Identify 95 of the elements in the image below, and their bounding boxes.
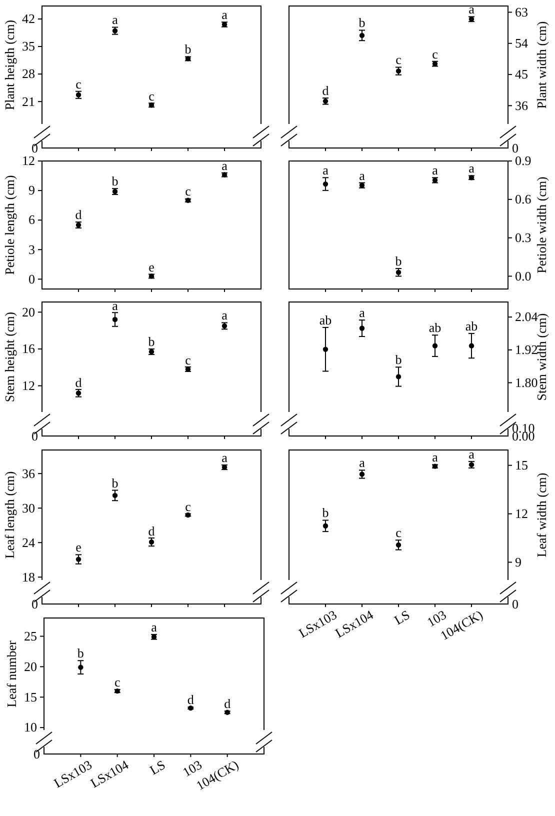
- annotation: b: [77, 646, 84, 661]
- y-tick-label: 20: [22, 304, 35, 320]
- y-tick-label: 12: [515, 506, 528, 521]
- annotation: d: [187, 692, 194, 708]
- y-tick-label: 45: [515, 66, 528, 82]
- y-tick-label: 2.04: [515, 309, 538, 324]
- y-tick-label: 9: [515, 554, 522, 570]
- annotation: ab: [465, 318, 478, 334]
- y-tick-label: 0.9: [515, 153, 532, 168]
- annotation: a: [359, 305, 366, 320]
- annotation: c: [185, 352, 192, 368]
- annotation: a: [151, 619, 158, 634]
- annotation: a: [359, 168, 366, 183]
- annotation: d: [148, 523, 156, 538]
- point: [78, 664, 84, 670]
- annotation: a: [468, 2, 475, 17]
- y-tick-label: 28: [22, 66, 35, 82]
- annotation: a: [432, 162, 438, 178]
- y-tick-label: 0.6: [515, 192, 532, 207]
- annotation: ab: [319, 312, 332, 328]
- y-axis-title: Stem height (cm): [2, 312, 17, 402]
- y-tick-label: 9: [28, 182, 35, 198]
- annotation: b: [395, 352, 402, 368]
- y-tick-label: 15: [515, 458, 528, 472]
- annotation: d: [75, 207, 82, 222]
- y-tick-label: 15: [24, 689, 37, 704]
- annotation: b: [148, 334, 155, 349]
- y-tick-label: 6: [28, 212, 36, 228]
- annotation: a: [222, 7, 228, 22]
- annotation: b: [358, 15, 366, 30]
- annotation: a: [432, 450, 438, 465]
- annotation: c: [396, 525, 402, 540]
- annotation: a: [112, 298, 118, 314]
- annotation: d: [224, 696, 232, 712]
- point: [322, 181, 328, 187]
- annotation: b: [395, 254, 402, 269]
- point: [322, 523, 328, 528]
- point: [359, 472, 365, 477]
- annotation: a: [468, 160, 475, 176]
- y-axis-title: Leaf width (cm): [534, 472, 549, 558]
- annotation: a: [222, 158, 228, 174]
- annotation: a: [359, 455, 366, 470]
- y-tick-label: 25: [24, 628, 37, 644]
- point: [396, 270, 402, 275]
- y-tick-label: 24: [22, 534, 36, 550]
- y-axis-title: Leaf length (cm): [2, 471, 17, 559]
- y-tick-label: 35: [22, 38, 35, 54]
- y-tick-label: 63: [515, 4, 528, 20]
- y-tick-label: 3: [28, 242, 35, 257]
- y-tick-label: 30: [22, 500, 35, 516]
- y-tick-label: 12: [22, 378, 35, 393]
- y-tick-label: 36: [22, 466, 36, 481]
- annotation: c: [76, 76, 82, 92]
- y-tick-label: 18: [22, 569, 35, 584]
- annotation: c: [432, 46, 438, 62]
- annotation: b: [322, 505, 329, 520]
- y-tick-label: 1.92: [515, 342, 538, 358]
- y-tick-label: 42: [22, 11, 35, 26]
- annotation: a: [112, 12, 118, 28]
- annotation: d: [75, 374, 82, 390]
- y-tick-label: 12: [22, 153, 35, 168]
- y-tick-label: 20: [24, 658, 37, 674]
- annotation: d: [322, 83, 330, 98]
- annotation: b: [112, 475, 118, 490]
- annotation: ab: [428, 320, 442, 336]
- y-tick-label: 1.80: [515, 374, 538, 390]
- annotation: a: [222, 450, 228, 465]
- annotation: b: [112, 174, 118, 189]
- y-tick-label: 0.0: [515, 268, 532, 284]
- x-tick-label: LS: [147, 756, 168, 778]
- y-tick-label: 10: [24, 720, 37, 735]
- annotation: e: [76, 540, 82, 555]
- annotation: b: [184, 42, 192, 57]
- annotation: c: [396, 52, 402, 68]
- y-tick-label: 21: [22, 94, 35, 109]
- annotation: a: [322, 162, 329, 178]
- annotation: c: [185, 184, 192, 199]
- y-tick-label: 54: [515, 36, 528, 51]
- annotation: a: [468, 446, 475, 462]
- y-axis-title: Petiole length (cm): [2, 175, 17, 275]
- annotation: c: [148, 88, 155, 104]
- annotation: c: [185, 498, 192, 514]
- y-tick-label: 0.3: [515, 230, 532, 245]
- y-axis-title: Plant heigth (cm): [2, 20, 17, 110]
- point: [396, 542, 402, 548]
- y-axis-title: Plant width (cm): [534, 21, 549, 109]
- y-tick-label: 0: [28, 271, 35, 286]
- y-axis-title: Leaf number: [4, 640, 19, 708]
- y-tick-label: 16: [22, 341, 36, 356]
- annotation: a: [222, 308, 228, 323]
- annotation: c: [114, 674, 120, 690]
- annotation: e: [148, 260, 155, 275]
- y-tick-label: 36: [515, 98, 528, 113]
- y-axis-title: Petiole width (cm): [534, 176, 549, 274]
- x-tick-label: LS: [392, 606, 412, 628]
